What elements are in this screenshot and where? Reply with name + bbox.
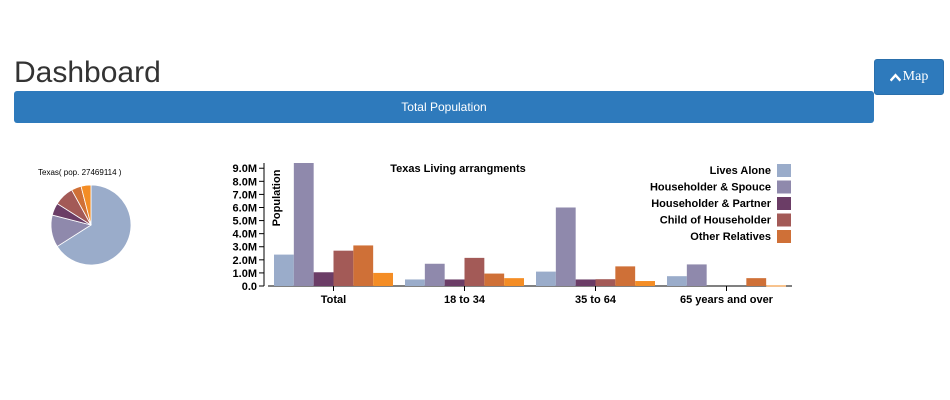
pie-slice xyxy=(56,184,132,266)
bar xyxy=(405,279,425,286)
bar xyxy=(555,207,576,286)
y-tick-label: 1.0M xyxy=(233,268,257,280)
bar xyxy=(615,266,636,286)
legend-swatch xyxy=(777,213,791,227)
x-tick-label: 65 years and over xyxy=(680,294,774,306)
bar xyxy=(504,278,524,286)
bar xyxy=(293,163,314,286)
total-population-button[interactable]: Total Population xyxy=(14,91,874,123)
legend-swatch xyxy=(777,197,791,210)
bar xyxy=(464,257,485,286)
y-tick-label: 4.0M xyxy=(233,229,257,241)
bar xyxy=(313,272,334,286)
legend-label: Other Relatives xyxy=(690,231,771,243)
page-title: Dashboard xyxy=(14,56,161,89)
bar xyxy=(595,279,616,286)
bar xyxy=(333,250,354,286)
y-tick-label: 3.0M xyxy=(233,242,257,254)
legend-swatch xyxy=(777,230,791,243)
legend-swatch xyxy=(777,164,791,177)
x-tick-label: 18 to 34 xyxy=(444,294,486,306)
map-button[interactable]: Map xyxy=(874,59,944,95)
bar xyxy=(353,245,374,286)
x-tick-label: Total xyxy=(321,294,346,306)
bar xyxy=(686,264,707,286)
legend-label: Lives Alone xyxy=(710,165,771,177)
bar xyxy=(536,271,556,286)
chevron-up-icon xyxy=(889,72,901,81)
y-tick-label: 7.0M xyxy=(233,189,257,201)
y-tick-label: 2.0M xyxy=(233,255,257,267)
legend-swatch xyxy=(777,180,791,194)
legend-label: Householder & Partner xyxy=(651,198,772,210)
bar xyxy=(373,272,393,286)
bar xyxy=(575,279,596,286)
y-tick-label: 5.0M xyxy=(233,216,257,228)
bar xyxy=(635,281,655,286)
bar xyxy=(484,273,505,286)
pie-chart: Texas( pop. 27469114 ) xyxy=(38,168,148,278)
map-button-label: Map xyxy=(902,69,929,84)
pie-chart-title: Texas( pop. 27469114 ) xyxy=(38,168,122,177)
y-tick-label: 0.0 xyxy=(242,281,257,293)
bar xyxy=(424,263,445,286)
y-tick-label: 8.0M xyxy=(233,176,257,188)
pie-slice xyxy=(80,184,92,226)
bar xyxy=(444,279,465,286)
bar xyxy=(667,276,687,286)
bar xyxy=(746,278,767,286)
bar xyxy=(274,254,294,286)
y-tick-label: 9.0M xyxy=(233,163,257,175)
pie-chart-svg xyxy=(50,184,132,266)
bar-chart-title: Texas Living arrangments xyxy=(390,163,526,175)
y-tick-label: 6.0M xyxy=(233,202,257,214)
x-tick-label: 35 to 64 xyxy=(575,294,617,306)
living-arrangements-bar-chart: 0.01.0M2.0M3.0M4.0M5.0M 6.0M7.0M8.0M9.0M P… xyxy=(233,163,792,306)
total-population-label: Total Population xyxy=(401,100,487,114)
legend-label: Child of Householder xyxy=(660,215,772,227)
y-axis-label: Population xyxy=(271,169,283,226)
bar xyxy=(766,285,786,287)
legend-label: Householder & Spouce xyxy=(650,182,771,194)
